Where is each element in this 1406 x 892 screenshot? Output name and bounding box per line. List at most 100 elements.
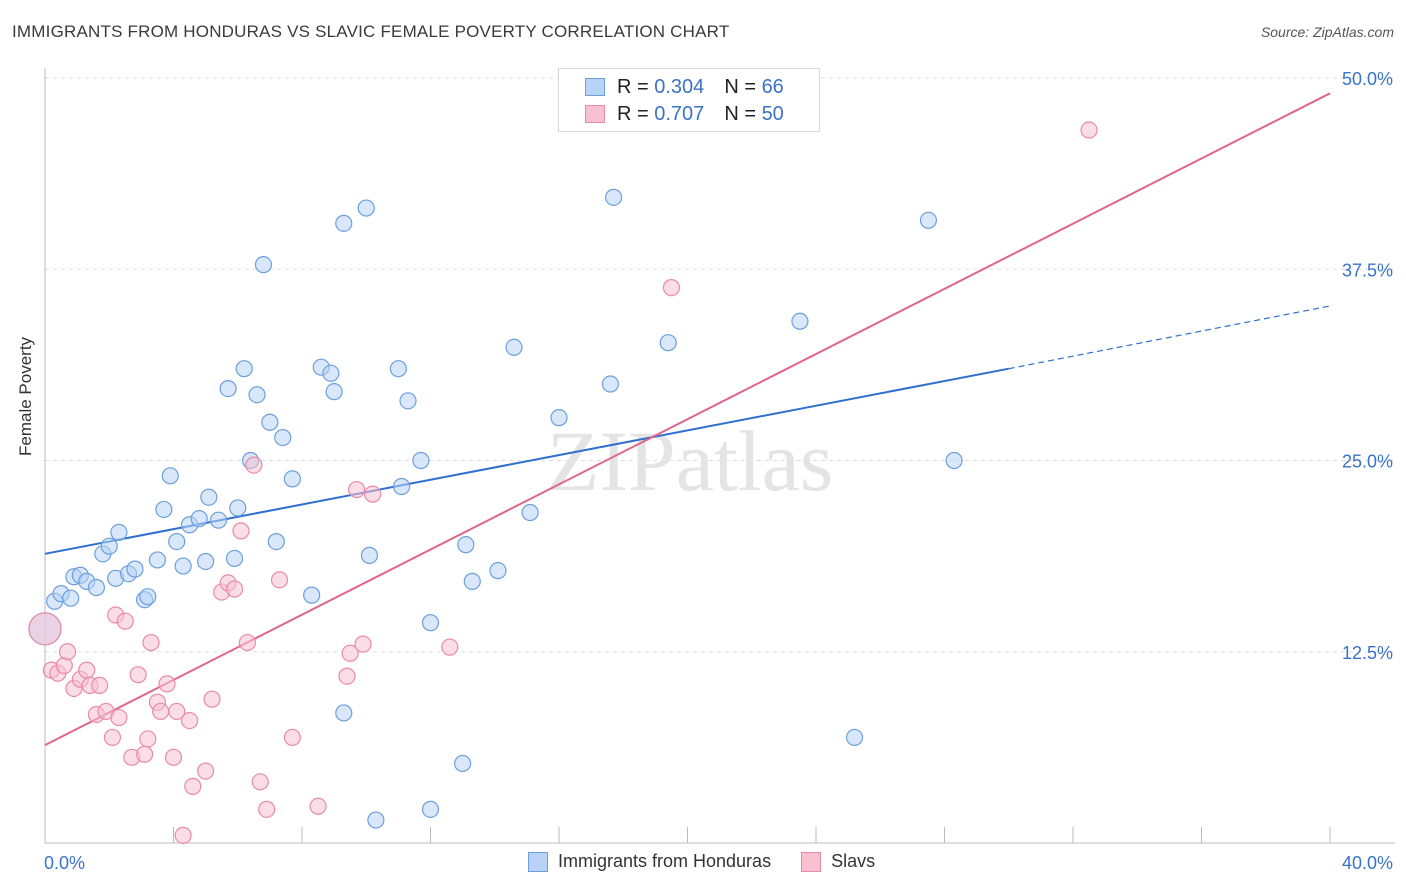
- honduras-point-44: [367, 811, 385, 829]
- slavs-point-37: [251, 773, 269, 791]
- slavs-point-25: [168, 702, 186, 721]
- honduras-point-42: [357, 199, 375, 217]
- honduras-point-55: [505, 338, 523, 356]
- honduras-point-24: [209, 511, 228, 529]
- honduras-point-57: [550, 409, 568, 427]
- honduras-point-31: [254, 256, 273, 274]
- honduras-point-27: [229, 499, 247, 517]
- axes: [44, 68, 1395, 844]
- x-tick-labels: 0.0% 40.0%: [44, 853, 1393, 873]
- source-label: Source: ZipAtlas.com: [1260, 24, 1394, 40]
- slavs-point-28: [184, 777, 202, 795]
- honduras-point-16: [155, 500, 173, 519]
- honduras-point-35: [283, 470, 301, 488]
- slavs-point-4: [58, 643, 77, 661]
- honduras-point-59: [605, 188, 623, 206]
- honduras-point-9: [110, 523, 128, 542]
- slavs-point-20: [142, 633, 160, 652]
- legend-swatch-blue: [585, 78, 605, 96]
- honduras-point-56: [521, 503, 539, 522]
- honduras-point-38: [322, 364, 340, 382]
- slavs-point-44: [348, 480, 366, 499]
- honduras-point-33: [267, 532, 285, 551]
- honduras-point-58: [601, 375, 620, 393]
- honduras-point-39: [325, 383, 343, 401]
- slavs-point-24: [164, 748, 183, 766]
- honduras-point-48: [412, 451, 430, 470]
- honduras-point-28: [235, 360, 253, 378]
- slavs-point-43: [341, 644, 359, 662]
- honduras-point-52: [457, 536, 475, 554]
- slavs-point-15: [116, 612, 134, 630]
- honduras-point-46: [392, 477, 411, 496]
- trend-line-honduras-extrapolated: [1008, 305, 1331, 370]
- slavs-point-39: [270, 571, 289, 589]
- slavs-point-23: [158, 675, 176, 693]
- honduras-point-64: [945, 451, 963, 470]
- y-axis-label: Female Poverty: [16, 336, 35, 456]
- legend-r-value: 0.707: [654, 102, 705, 125]
- legend-swatch-pink: [585, 105, 605, 123]
- honduras-point-25: [219, 379, 237, 398]
- honduras-point-53: [463, 572, 481, 590]
- bottom-legend: Immigrants from Honduras Slavs: [528, 851, 875, 872]
- honduras-point-19: [174, 557, 192, 575]
- slavs-point-26: [174, 826, 192, 844]
- legend-row-honduras: R = 0.304 N = 66: [585, 75, 784, 99]
- slavs-point-48: [662, 279, 681, 297]
- honduras-point-51: [454, 754, 472, 773]
- honduras-point-15: [148, 551, 167, 569]
- slavs-point-42: [338, 667, 356, 685]
- honduras-point-49: [421, 800, 440, 818]
- slavs-point-34: [232, 522, 250, 540]
- slavs-point-47: [441, 638, 459, 656]
- y-tick-label-0: 12.5%: [1342, 643, 1393, 663]
- honduras-point-14: [139, 588, 157, 606]
- slavs-point-30: [203, 690, 221, 708]
- honduras-point-22: [197, 552, 215, 571]
- honduras-point-34: [274, 428, 292, 447]
- y-tick-labels: 12.5% 25.0% 37.5% 50.0%: [1342, 69, 1393, 663]
- slavs-point-0: [28, 612, 62, 646]
- x-tick-label-min: 0.0%: [44, 853, 85, 873]
- y-tick-label-1: 25.0%: [1342, 452, 1393, 472]
- bottom-legend-swatch-pink: [801, 851, 822, 872]
- slavs-point-46: [364, 485, 382, 503]
- slavs-point-27: [180, 711, 199, 730]
- legend-n-label: N =: [724, 102, 756, 125]
- honduras-point-47: [399, 392, 417, 410]
- legend-r-label: R =: [617, 102, 649, 125]
- honduras-point-50: [421, 614, 440, 632]
- honduras-point-43: [360, 546, 379, 564]
- honduras-point-36: [303, 586, 321, 604]
- slavs-point-35: [238, 633, 256, 652]
- x-tick-label-max: 40.0%: [1342, 853, 1393, 873]
- honduras-point-60: [659, 334, 677, 352]
- legend-r-label: R =: [617, 75, 649, 98]
- honduras-point-23: [200, 488, 218, 506]
- honduras-point-45: [389, 360, 407, 378]
- slavs-point-38: [258, 800, 276, 818]
- y-tick-label-2: 37.5%: [1342, 260, 1393, 280]
- slavs-point-40: [283, 728, 301, 747]
- chart-title: IMMIGRANTS FROM HONDURAS VS SLAVIC FEMAL…: [12, 22, 730, 41]
- trend-lines: [44, 92, 1331, 746]
- legend-n-value: 66: [761, 75, 784, 98]
- legend: R = 0.304 N = 66 R = 0.707 N = 50: [558, 68, 820, 132]
- slavs-point-10: [91, 676, 109, 695]
- trend-line-slavs: [44, 92, 1331, 746]
- bottom-legend-honduras: Immigrants from Honduras: [558, 851, 772, 871]
- slavs-point-29: [197, 762, 215, 780]
- y-tick-label-3: 50.0%: [1342, 69, 1393, 89]
- slavs-point-36: [245, 456, 263, 474]
- watermark: ZIPatlas: [547, 413, 834, 509]
- honduras-point-61: [791, 312, 809, 330]
- honduras-point-40: [335, 704, 353, 722]
- slavs-point-18: [135, 745, 154, 763]
- slavs-point-33: [225, 580, 244, 598]
- honduras-point-21: [190, 510, 208, 528]
- honduras-point-54: [489, 562, 507, 580]
- slavs-point-41: [309, 797, 327, 815]
- legend-n-value: 50: [761, 102, 784, 125]
